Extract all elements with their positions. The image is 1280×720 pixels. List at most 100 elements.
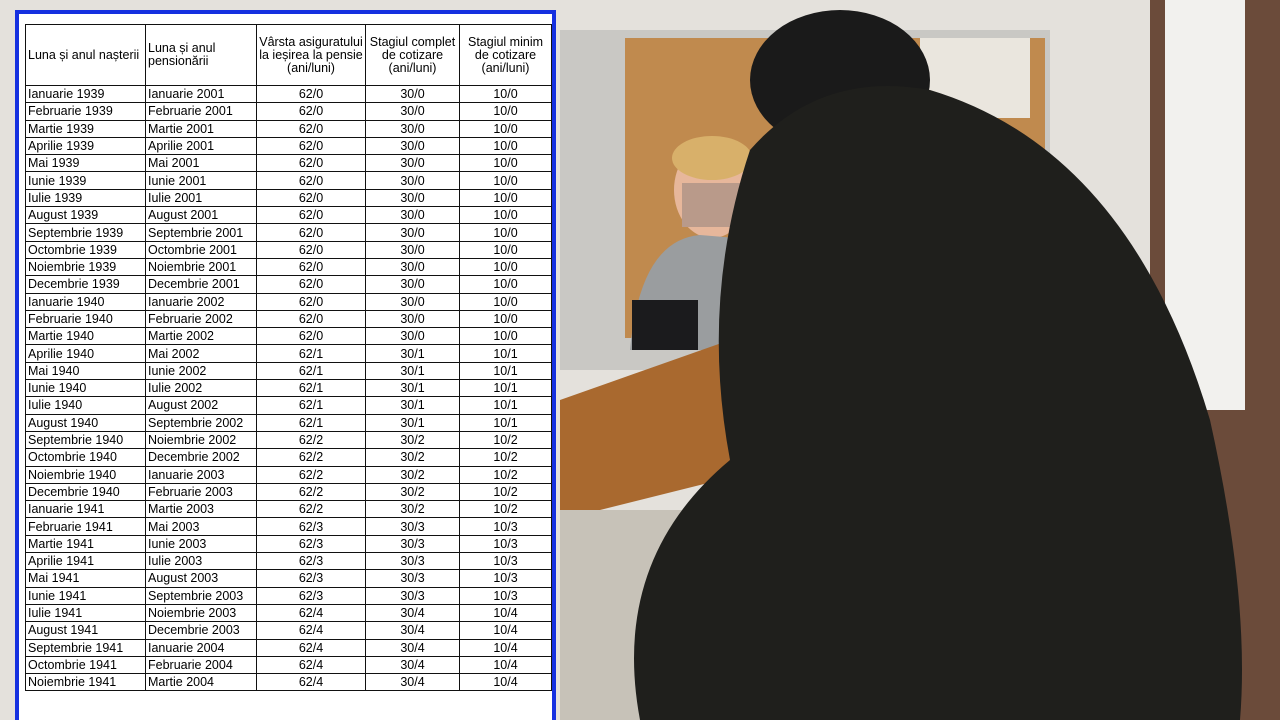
- counter: [560, 340, 760, 520]
- table-cell: 30/4: [365, 655, 460, 675]
- table-row: August 1940 Septembrie 2002 62/1 30/1 10/1: [25, 413, 552, 432]
- table-cell: Decembrie 2003: [145, 621, 257, 640]
- table-cell: 30/2: [365, 465, 460, 484]
- table-cell: 62/4: [256, 655, 366, 675]
- table-cell: Aprilie 1940: [25, 344, 146, 363]
- table-row: Septembrie 1939 Septembrie 2001 62/0 30/0 10…: [25, 223, 552, 242]
- header-cell: Luna și anul pensionării: [145, 24, 257, 86]
- table-cell: 30/2: [365, 430, 460, 450]
- table-cell: 10/2: [459, 482, 552, 502]
- table-row: Martie 1939 Martie 2001 62/0 30/0 10/0: [25, 119, 552, 138]
- table-cell: 30/2: [365, 500, 460, 519]
- table-cell: August 1939: [25, 206, 146, 225]
- table-row: Aprilie 1940 Mai 2002 62/1 30/1 10/1: [25, 344, 552, 363]
- table-cell: Noiembrie 2002: [145, 430, 257, 450]
- table-row: August 1941 Decembrie 2003 62/4 30/4 10/4: [25, 621, 552, 640]
- table-cell: 30/3: [365, 517, 460, 536]
- table-cell: Februarie 1940: [25, 309, 146, 329]
- table-cell: 30/2: [365, 448, 460, 467]
- header-row: Luna și anul nașterii Luna și anul pensio…: [25, 24, 552, 86]
- table-cell: Noiembrie 2003: [145, 603, 257, 623]
- table-cell: 10/0: [459, 102, 552, 121]
- table-cell: 30/3: [365, 586, 460, 605]
- table-cell: Septembrie 1941: [25, 638, 146, 657]
- table-cell: 10/4: [459, 621, 552, 640]
- table-cell: 30/1: [365, 361, 460, 381]
- table-cell: Februarie 1941: [25, 517, 146, 536]
- table-row: Iunie 1941 Septembrie 2003 62/3 30/3 10/3: [25, 586, 552, 605]
- table-cell: 10/1: [459, 413, 552, 432]
- table-cell: 30/0: [365, 309, 460, 329]
- table-cell: Februarie 2004: [145, 655, 257, 675]
- table-row: Aprilie 1941 Iulie 2003 62/3 30/3 10/3: [25, 552, 552, 571]
- table-cell: 62/1: [256, 344, 366, 363]
- table-cell: 62/0: [256, 275, 366, 294]
- table-cell: Septembrie 1939: [25, 223, 146, 242]
- table-cell: Aprilie 1941: [25, 552, 146, 571]
- table-row: Iunie 1940 Iulie 2002 62/1 30/1 10/1: [25, 379, 552, 398]
- table-cell: 10/0: [459, 275, 552, 294]
- table-cell: 30/1: [365, 344, 460, 363]
- table-cell: Martie 2003: [145, 500, 257, 519]
- table-cell: 30/0: [365, 136, 460, 156]
- table-row: Mai 1939 Mai 2001 62/0 30/0 10/0: [25, 154, 552, 173]
- table-cell: Septembrie 2002: [145, 413, 257, 432]
- table-cell: 62/0: [256, 240, 366, 259]
- table-cell: 62/1: [256, 396, 366, 415]
- table-cell: 62/0: [256, 327, 366, 346]
- table-cell: Aprilie 2001: [145, 136, 257, 156]
- table-cell: 62/3: [256, 534, 366, 554]
- table-cell: Iulie 2003: [145, 552, 257, 571]
- table-cell: Iunie 2003: [145, 534, 257, 554]
- monitor: [632, 300, 698, 350]
- table-cell: Ianuarie 1940: [25, 292, 146, 311]
- table-cell: 62/0: [256, 206, 366, 225]
- table-cell: 10/2: [459, 465, 552, 484]
- table-cell: Aprilie 1939: [25, 136, 146, 156]
- table-row: Decembrie 1940 Februarie 2003 62/2 30/2 10/2: [25, 482, 552, 502]
- pension-table: Luna și anul nașterii Luna și anul pensio…: [25, 24, 552, 692]
- table-cell: 30/3: [365, 552, 460, 571]
- table-cell: 10/0: [459, 206, 552, 225]
- table-cell: 30/1: [365, 396, 460, 415]
- table-cell: 62/0: [256, 119, 366, 138]
- table-cell: Martie 2002: [145, 327, 257, 346]
- table-cell: 30/0: [365, 223, 460, 242]
- table-cell: 10/3: [459, 517, 552, 536]
- table-cell: 30/4: [365, 673, 460, 692]
- table-cell: 10/1: [459, 344, 552, 363]
- table-row: Noiembrie 1940 Ianuarie 2003 62/2 30/2 10/2: [25, 465, 552, 484]
- table-cell: 30/0: [365, 327, 460, 346]
- table-row: Noiembrie 1941 Martie 2004 62/4 30/4 10/4: [25, 673, 552, 692]
- table-cell: 10/0: [459, 240, 552, 259]
- table-cell: Ianuarie 2001: [145, 84, 257, 104]
- table-row: Februarie 1941 Mai 2003 62/3 30/3 10/3: [25, 517, 552, 536]
- table-cell: 62/0: [256, 84, 366, 104]
- table-cell: 62/4: [256, 638, 366, 657]
- table-cell: 30/0: [365, 257, 460, 277]
- table-cell: Ianuarie 2003: [145, 465, 257, 484]
- table-cell: Martie 1939: [25, 119, 146, 138]
- table-cell: Octombrie 1941: [25, 655, 146, 675]
- table-row: Noiembrie 1939 Noiembrie 2001 62/0 30/0 10/0: [25, 257, 552, 277]
- table-cell: 62/0: [256, 136, 366, 156]
- table-cell: 10/3: [459, 534, 552, 554]
- table-row: Martie 1940 Martie 2002 62/0 30/0 10/0: [25, 327, 552, 346]
- table-cell: 10/1: [459, 379, 552, 398]
- table-row: Octombrie 1939 Octombrie 2001 62/0 30/0 10/0: [25, 240, 552, 259]
- table-cell: Decembrie 1940: [25, 482, 146, 502]
- table-cell: 30/0: [365, 102, 460, 121]
- table-cell: 30/0: [365, 154, 460, 173]
- table-cell: 62/0: [256, 309, 366, 329]
- table-cell: Ianuarie 2004: [145, 638, 257, 657]
- table-cell: August 1940: [25, 413, 146, 432]
- table-cell: Iulie 2001: [145, 188, 257, 208]
- table-cell: Decembrie 2002: [145, 448, 257, 467]
- table-cell: Februarie 2003: [145, 482, 257, 502]
- table-row: Iulie 1940 August 2002 62/1 30/1 10/1: [25, 396, 552, 415]
- table-cell: 10/4: [459, 655, 552, 675]
- table-cell: Octombrie 2001: [145, 240, 257, 259]
- table-cell: 10/4: [459, 673, 552, 692]
- table-cell: 30/0: [365, 188, 460, 208]
- table-cell: 62/3: [256, 552, 366, 571]
